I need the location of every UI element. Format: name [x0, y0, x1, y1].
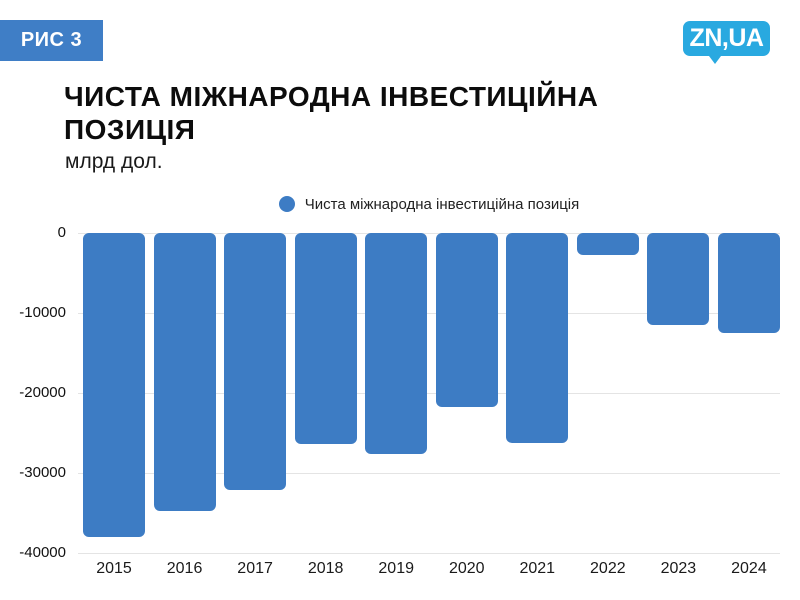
figure-number-badge: РИС 3: [0, 20, 103, 61]
gridline--40000: [78, 553, 780, 554]
x-tick-label-2021: 2021: [519, 560, 556, 577]
gridline--10000: [78, 313, 780, 314]
x-tick-label-2018: 2018: [307, 560, 344, 577]
bar-2019[interactable]: [365, 233, 428, 454]
x-tick-label-2015: 2015: [96, 560, 132, 577]
legend-label: Чиста міжнародна інвестиційна позиція: [304, 195, 580, 213]
y-tick-label--40000: -40000: [19, 544, 66, 561]
x-tick-label-2020: 2020: [448, 560, 485, 577]
gridline-0: [78, 233, 780, 234]
x-tick-label-2024: 2024: [731, 560, 767, 577]
bar-2015[interactable]: [83, 233, 145, 537]
y-tick-label--30000: -30000: [19, 464, 66, 481]
x-tick-label-2017: 2017: [237, 560, 273, 577]
gridline--30000: [78, 473, 780, 474]
bar-2016[interactable]: [153, 233, 216, 511]
plot-area: [78, 233, 780, 554]
y-tick-label-0: 0: [57, 224, 66, 241]
chart-unit-label: млрд дол.: [65, 150, 163, 173]
bar-2022[interactable]: [576, 233, 639, 255]
x-tick-label-2016: 2016: [166, 560, 203, 577]
chart-legend[interactable]: Чиста міжнародна інвестиційна позиція: [78, 194, 780, 214]
bar-2018[interactable]: [294, 233, 357, 444]
x-tick-label-2023: 2023: [660, 560, 697, 577]
bar-2020[interactable]: [435, 233, 498, 407]
bar-2021[interactable]: [506, 233, 569, 443]
bar-2023[interactable]: [647, 233, 710, 325]
y-tick-label--20000: -20000: [19, 384, 66, 401]
bar-series: [78, 233, 780, 553]
znua-logo[interactable]: ZN,UA: [683, 21, 770, 56]
bar-2017[interactable]: [224, 233, 287, 490]
y-tick-label--10000: -10000: [19, 304, 66, 321]
legend-marker-icon: [278, 196, 295, 212]
x-tick-label-2022: 2022: [590, 560, 626, 577]
gridline--20000: [78, 393, 780, 394]
znua-logo-tail-icon: [709, 56, 721, 64]
x-axis-tick-labels: 2015 2016 2017 2018 2019 2020 2021 2022 2023 2024: [78, 560, 780, 578]
x-tick-label-2019: 2019: [378, 560, 414, 577]
bar-2024[interactable]: [717, 233, 780, 333]
y-axis-tick-labels: 0 -10000 -20000 -30000 -40000: [0, 224, 70, 561]
chart-title: ЧИСТА МІЖНАРОДНА ІНВЕСТИЦІЙНА ПОЗИЦІЯ: [64, 81, 599, 145]
